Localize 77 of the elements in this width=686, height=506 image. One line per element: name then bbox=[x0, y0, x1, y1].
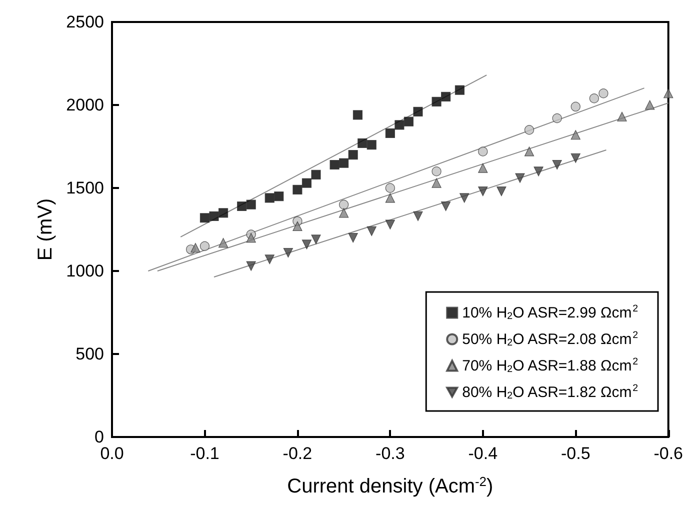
point bbox=[339, 208, 349, 218]
point bbox=[366, 140, 376, 150]
point bbox=[570, 102, 580, 112]
point bbox=[460, 193, 470, 203]
point bbox=[209, 211, 219, 222]
point bbox=[352, 110, 363, 120]
point bbox=[413, 106, 423, 116]
y-tick-label: 2500 bbox=[66, 12, 104, 32]
y-tick-label: 500 bbox=[76, 344, 104, 364]
point bbox=[292, 221, 302, 231]
point bbox=[246, 261, 256, 271]
point bbox=[302, 178, 312, 188]
point bbox=[454, 85, 465, 95]
point bbox=[385, 220, 395, 230]
x-tick-label: -0.4 bbox=[468, 444, 498, 463]
x-tick-label: -0.1 bbox=[190, 444, 220, 463]
point bbox=[524, 125, 534, 135]
point bbox=[385, 183, 395, 193]
point bbox=[570, 130, 580, 140]
point bbox=[218, 238, 228, 248]
y-tick-label: 1000 bbox=[66, 262, 104, 280]
point bbox=[598, 88, 608, 98]
y-tick-label: 2000 bbox=[66, 96, 104, 114]
point bbox=[330, 160, 340, 170]
point bbox=[339, 200, 349, 210]
point bbox=[664, 88, 674, 98]
point bbox=[478, 186, 488, 196]
point bbox=[292, 184, 302, 194]
point bbox=[274, 192, 284, 202]
point bbox=[524, 146, 534, 156]
point bbox=[441, 201, 451, 212]
point bbox=[404, 116, 414, 126]
point bbox=[348, 233, 358, 243]
point bbox=[302, 240, 312, 250]
point bbox=[200, 241, 210, 251]
point bbox=[496, 186, 506, 196]
point bbox=[358, 138, 368, 148]
point bbox=[432, 96, 442, 106]
point bbox=[478, 146, 488, 156]
point bbox=[552, 113, 562, 124]
point bbox=[441, 92, 451, 102]
x-tick-label: -0.5 bbox=[560, 444, 590, 463]
point bbox=[339, 158, 349, 168]
point bbox=[645, 100, 655, 110]
y-tick-label: 1500 bbox=[66, 178, 104, 198]
point bbox=[534, 166, 544, 176]
point bbox=[246, 200, 256, 210]
point bbox=[478, 163, 488, 173]
y-axis-title: E (mV) bbox=[34, 198, 56, 261]
y-tick-label: 0 bbox=[94, 428, 104, 446]
point bbox=[237, 201, 247, 212]
point bbox=[246, 233, 256, 243]
point bbox=[200, 213, 210, 223]
point bbox=[385, 193, 395, 203]
point bbox=[589, 94, 599, 104]
x-tick-label: 0.0 bbox=[100, 444, 124, 463]
point bbox=[218, 208, 228, 218]
point bbox=[264, 193, 274, 203]
point bbox=[570, 153, 580, 163]
point bbox=[394, 120, 404, 130]
point bbox=[432, 178, 442, 188]
point bbox=[552, 160, 562, 170]
point bbox=[617, 112, 627, 122]
point bbox=[283, 248, 293, 258]
point bbox=[413, 211, 423, 222]
x-tick-label: -0.6 bbox=[654, 444, 683, 463]
point bbox=[515, 173, 525, 183]
point bbox=[366, 226, 376, 236]
x-tick-label: -0.2 bbox=[282, 444, 312, 463]
x-tick-label: -0.3 bbox=[376, 444, 405, 463]
point bbox=[311, 170, 321, 180]
point bbox=[311, 234, 321, 244]
point bbox=[432, 166, 442, 176]
point bbox=[190, 242, 200, 253]
point bbox=[385, 128, 395, 138]
point bbox=[348, 150, 358, 160]
point bbox=[264, 254, 274, 264]
